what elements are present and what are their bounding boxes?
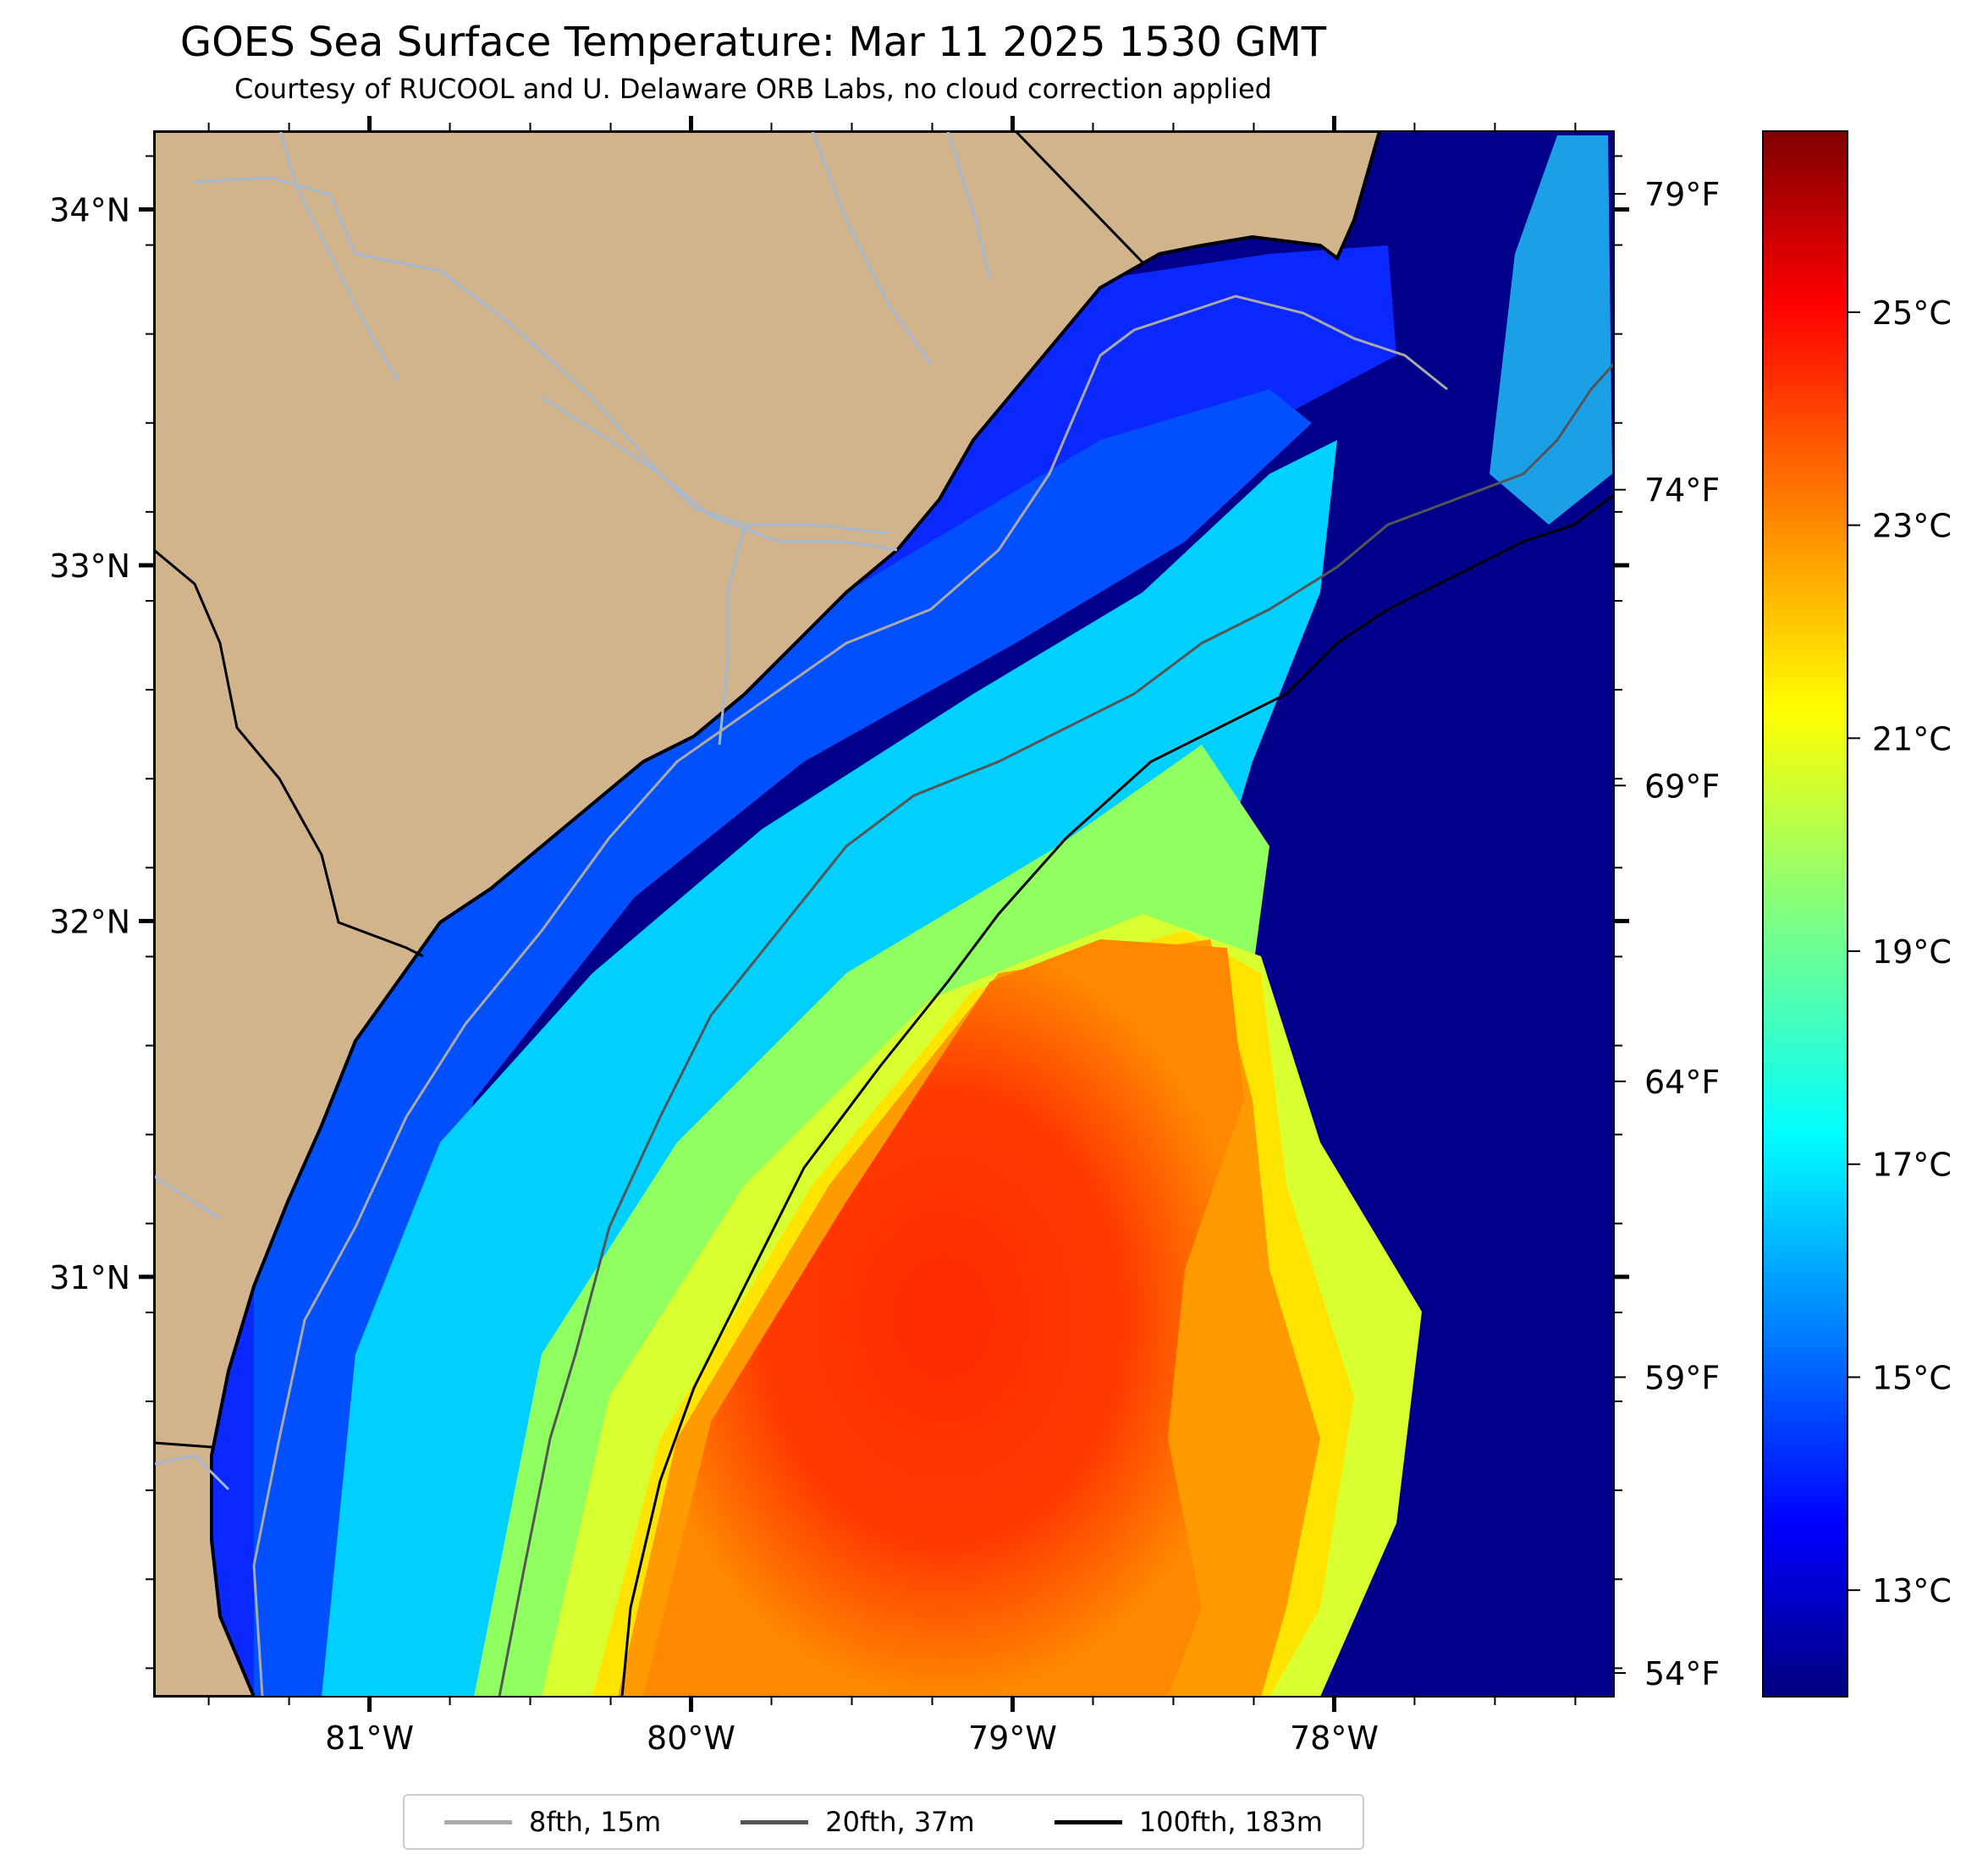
fahrenheit-labels: 79°F 74°F 69°F 64°F 59°F 54°F — [1614, 176, 1720, 1692]
rivers — [154, 131, 992, 1491]
isobath-20fth — [498, 362, 1614, 1697]
lat-label: 33°N — [49, 548, 130, 585]
legend-label-8fth: 8fth, 15m — [529, 1806, 662, 1838]
f-label: 74°F — [1644, 472, 1720, 509]
f-label: 54°F — [1644, 1655, 1720, 1692]
lat-label: 31°N — [49, 1259, 130, 1296]
sst-warm-core — [643, 939, 1244, 1697]
colorbar-label: 19°C — [1872, 933, 1952, 971]
colorbar-label: 17°C — [1872, 1147, 1952, 1184]
legend-label-20fth: 20fth, 37m — [825, 1806, 975, 1838]
f-label: 79°F — [1644, 176, 1720, 213]
isobath-legend: 8fth, 15m 20fth, 37m 100fth, 183m — [403, 1794, 1364, 1850]
map-title: GOES Sea Surface Temperature: Mar 11 202… — [179, 19, 1327, 66]
map-frame — [153, 130, 1615, 1698]
lon-label: 79°W — [968, 1720, 1057, 1757]
colorbar — [1762, 130, 1848, 1698]
lat-label: 34°N — [49, 192, 130, 229]
state-boundaries — [154, 131, 1144, 1449]
minor-ticks — [146, 123, 1622, 1705]
colorbar-label: 21°C — [1872, 720, 1952, 757]
colorbar-label: 13°C — [1872, 1572, 1952, 1610]
sst-upper-cyan — [1490, 135, 1612, 525]
legend-item-100fth: 100fth, 183m — [1054, 1806, 1323, 1838]
longitude-labels: 81°W 80°W 79°W 78°W — [325, 116, 1379, 1757]
colorbar-labels: 25°C 23°C 21°C 19°C 17°C 15°C 13°C — [1848, 294, 1952, 1610]
colorbar-label: 25°C — [1872, 294, 1952, 332]
latitude-labels: 34°N 33°N 32°N 31°N — [49, 192, 1629, 1296]
f-label: 69°F — [1644, 768, 1720, 805]
colorbar-label: 15°C — [1872, 1359, 1952, 1396]
lon-label: 81°W — [325, 1720, 414, 1757]
f-label: 64°F — [1644, 1064, 1720, 1101]
legend-swatch-8fth — [444, 1819, 513, 1824]
isobath-8fth — [252, 294, 1448, 1697]
lon-label: 78°W — [1290, 1720, 1379, 1757]
land-mass — [154, 131, 1382, 1697]
legend-swatch-100fth — [1054, 1819, 1122, 1824]
map-subtitle: Courtesy of RUCOOL and U. Delaware ORB L… — [234, 73, 1272, 105]
isobath-100fth — [620, 493, 1614, 1697]
lat-label: 32°N — [49, 903, 130, 940]
colorbar-label: 23°C — [1872, 508, 1952, 545]
lon-label: 80°W — [647, 1720, 735, 1757]
f-label: 59°F — [1644, 1359, 1720, 1396]
legend-item-20fth: 20fth, 37m — [741, 1806, 975, 1838]
legend-swatch-20fth — [741, 1819, 809, 1824]
legend-label-100fth: 100fth, 183m — [1138, 1806, 1323, 1838]
legend-item-8fth: 8fth, 15m — [444, 1806, 661, 1838]
